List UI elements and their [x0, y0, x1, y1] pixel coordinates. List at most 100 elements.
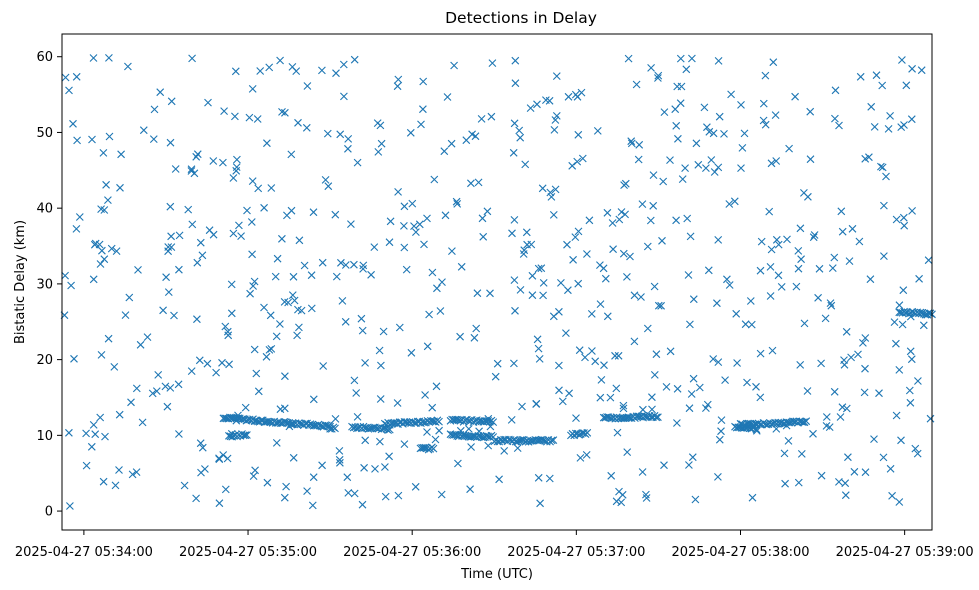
data-point: [223, 327, 232, 336]
data-point: [438, 278, 446, 286]
data-point: [335, 455, 344, 464]
data-point: [471, 132, 480, 141]
data-point: [681, 164, 689, 172]
data-point: [654, 413, 662, 422]
data-point: [117, 150, 125, 159]
data-point: [867, 102, 876, 111]
data-point: [350, 489, 359, 498]
data-point: [303, 487, 311, 495]
data-point: [596, 261, 604, 269]
data-point: [110, 363, 119, 371]
data-point: [516, 436, 525, 445]
data-point: [164, 243, 173, 251]
data-point: [246, 289, 254, 298]
data-point: [828, 264, 837, 272]
data-point: [121, 311, 130, 319]
data-point: [353, 413, 362, 421]
data-point: [617, 498, 626, 507]
data-point: [518, 402, 526, 411]
data-point: [148, 389, 157, 398]
data-point: [800, 319, 809, 328]
data-point: [70, 354, 78, 363]
data-point: [105, 132, 114, 141]
data-point: [738, 144, 747, 152]
data-point: [684, 271, 693, 279]
data-point: [654, 74, 662, 82]
data-point: [831, 86, 840, 95]
data-point: [608, 414, 616, 423]
data-point: [132, 468, 141, 476]
data-point: [107, 244, 116, 253]
data-point: [771, 111, 780, 119]
data-point: [350, 55, 359, 64]
data-point: [859, 339, 867, 347]
data-point: [287, 150, 296, 159]
data-point: [551, 185, 560, 194]
data-point: [841, 479, 850, 488]
data-point: [343, 473, 352, 482]
data-point: [691, 495, 700, 504]
data-point: [105, 54, 113, 62]
data-point: [694, 160, 703, 169]
data-point: [685, 461, 693, 469]
data-point: [563, 240, 571, 249]
data-point: [688, 453, 697, 462]
data-point: [723, 275, 731, 284]
data-point: [324, 182, 333, 191]
data-point: [545, 96, 554, 105]
data-point: [260, 203, 268, 212]
data-point: [926, 414, 935, 423]
data-point: [229, 174, 238, 182]
data-point: [116, 183, 124, 192]
data-point: [687, 390, 696, 398]
data-point: [688, 54, 696, 63]
data-point: [875, 389, 883, 398]
data-point: [154, 371, 163, 379]
data-point: [908, 64, 916, 73]
data-point: [510, 119, 519, 128]
data-point: [156, 88, 165, 97]
data-point: [400, 243, 409, 252]
data-point: [450, 61, 458, 70]
data-point: [609, 245, 617, 254]
data-point: [454, 459, 462, 468]
data-point: [400, 440, 409, 448]
data-point: [197, 468, 205, 477]
data-point: [612, 384, 621, 393]
data-point: [237, 232, 245, 240]
data-point: [647, 64, 655, 72]
data-point: [385, 238, 394, 247]
data-point: [486, 289, 494, 298]
y-tick-label: 50: [36, 126, 53, 141]
data-point: [223, 454, 232, 463]
data-point: [526, 104, 535, 112]
data-point: [265, 346, 274, 354]
data-point: [692, 139, 701, 148]
data-point: [162, 273, 170, 282]
x-tick-label: 2025-04-27 05:38:00: [671, 545, 809, 560]
data-point: [588, 347, 596, 355]
data-point: [470, 333, 479, 342]
data-point: [838, 227, 847, 236]
data-point: [549, 436, 558, 444]
data-point: [254, 184, 263, 193]
data-point: [187, 165, 196, 174]
data-point: [225, 360, 233, 369]
data-point: [431, 435, 440, 444]
data-point: [100, 255, 109, 264]
data-point: [229, 229, 238, 238]
data-point: [61, 271, 69, 280]
data-point: [593, 127, 602, 135]
data-point: [376, 437, 384, 446]
data-point: [802, 417, 811, 426]
data-point: [309, 208, 318, 217]
data-point: [767, 245, 776, 254]
data-point: [203, 359, 212, 368]
data-point: [682, 65, 691, 74]
data-point: [341, 261, 350, 269]
data-point: [527, 240, 536, 249]
data-point: [250, 277, 259, 286]
data-point: [649, 201, 658, 210]
data-point: [627, 139, 636, 148]
data-point: [587, 310, 596, 318]
